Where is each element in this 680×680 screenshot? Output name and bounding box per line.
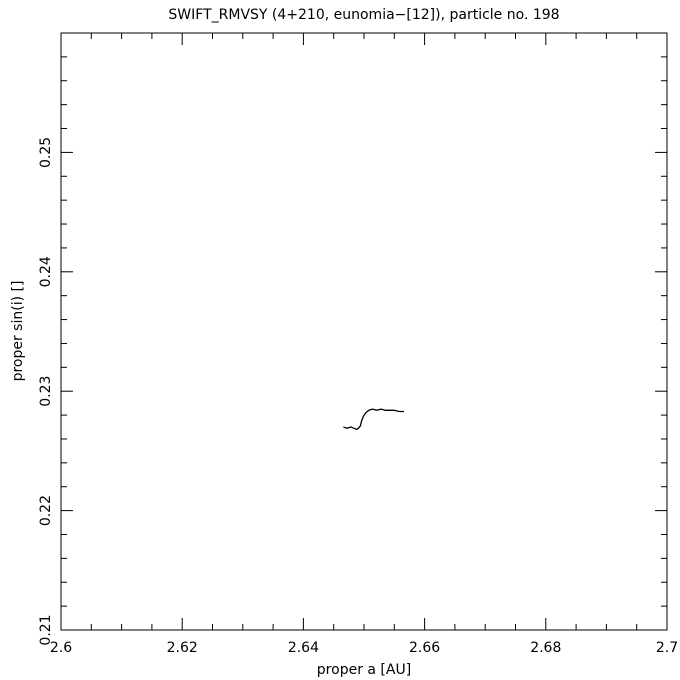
y-tick-label: 0.23 [38,376,54,407]
series-line [343,408,404,431]
axis-ticks [60,32,668,631]
y-axis-label: proper sin(i) [] [10,281,26,382]
x-axis-label: proper a [AU] [317,662,411,678]
x-tick-label: 2.68 [530,640,561,656]
x-tick-label: 2.62 [167,640,198,656]
x-tick-label: 2.6 [50,640,72,656]
y-tick-label: 0.24 [38,256,54,287]
x-tick-label: 2.64 [288,640,319,656]
x-tick-label: 2.7 [656,640,678,656]
y-tick-label: 0.21 [38,614,54,645]
data-series [343,408,404,431]
x-tick-label: 2.66 [409,640,440,656]
tick-labels: 2.6 2.62 2.64 2.66 2.68 2.7 0.21 0.22 0.23 0.24 0.… [38,137,678,656]
y-tick-label: 0.25 [38,137,54,168]
plot-frame [60,32,668,631]
y-tick-label: 0.22 [38,495,54,526]
chart-title: SWIFT_RMVSY (4+210, eunomia−[12]), parti… [168,7,559,23]
